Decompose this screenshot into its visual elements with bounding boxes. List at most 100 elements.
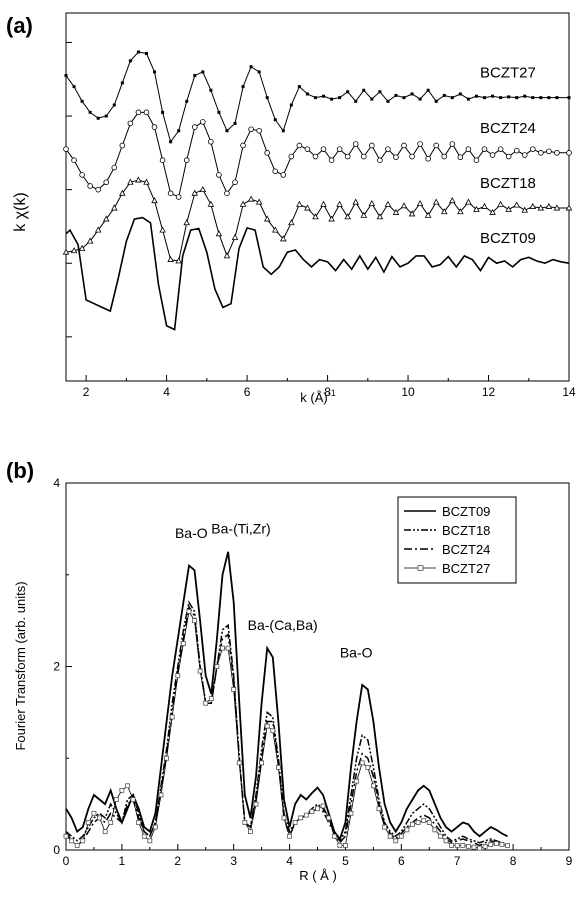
panel-a-point-BCZT24: [272, 168, 279, 175]
panel-a-point-BCZT24: [529, 146, 536, 152]
panel-b-point-BCZT27: [393, 838, 399, 844]
panel-a-point-BCZT18: [239, 200, 247, 207]
panel-a-point-BCZT24: [489, 152, 496, 158]
panel-a-xtick-label: 4: [163, 385, 170, 399]
panel-a-point-BCZT24: [183, 157, 190, 164]
panel-b-ytick-label: 2: [53, 660, 60, 674]
panel-b-point-BCZT27: [231, 687, 237, 692]
panel-a-point-BCZT27: [370, 97, 374, 101]
panel-a-point-BCZT27: [466, 97, 470, 101]
panel-a-point-BCZT24: [248, 126, 254, 133]
panel-b-point-BCZT27: [499, 842, 505, 847]
panel-a-point-BCZT27: [305, 92, 309, 96]
panel-a-point-BCZT24: [264, 150, 271, 156]
panel-a-point-BCZT18: [368, 199, 376, 207]
panel-a-point-BCZT18: [312, 213, 319, 220]
panel-a-point-BCZT18: [223, 252, 231, 259]
panel-b-point-BCZT27: [91, 810, 97, 816]
panel-a-point-BCZT18: [424, 211, 432, 218]
panel-a-point-BCZT18: [191, 189, 199, 196]
panel-a-point-BCZT18: [489, 208, 496, 215]
panel-a-point-BCZT18: [336, 200, 343, 207]
panel-b-point-BCZT27: [315, 806, 320, 812]
panel-a-point-BCZT18: [280, 235, 287, 242]
panel-a-point-BCZT24: [224, 190, 230, 197]
panel-a-point-BCZT27: [297, 85, 301, 89]
panel-b-point-BCZT27: [197, 668, 203, 674]
panel-a-point-BCZT27: [233, 121, 237, 125]
panel-a-frame: [65, 12, 570, 382]
panel-a-point-BCZT27: [289, 103, 293, 107]
panel-a-series-label: BCZT24: [480, 120, 536, 137]
panel-a-point-BCZT24: [312, 153, 319, 160]
panel-b-point-BCZT27: [287, 833, 292, 839]
panel-a-point-BCZT18: [119, 189, 126, 196]
panel-b-xtick-label: 2: [174, 854, 181, 868]
panel-b-point-BCZT27: [477, 845, 482, 851]
panel-b-point-BCZT27: [180, 641, 186, 646]
panel-a-point-BCZT24: [425, 155, 431, 162]
panel-b-xtick-label: 9: [566, 854, 573, 868]
panel-a-point-BCZT18: [432, 198, 440, 205]
panel-b-xtick-label: 7: [454, 854, 461, 868]
panel-a-point-BCZT18: [320, 200, 327, 207]
panel-a-point-BCZT27: [265, 96, 269, 100]
panel-b-xtick-label: 6: [398, 854, 405, 868]
panel-a-point-BCZT18: [376, 213, 384, 220]
panel-a-xlabel-main: k (Å): [300, 390, 327, 405]
panel-b-point-BCZT27: [97, 815, 102, 821]
panel-b-point-BCZT27: [505, 843, 510, 848]
panel-a-point-BCZT18: [521, 206, 529, 213]
panel-a-point-BCZT18: [384, 200, 392, 207]
panel-b-point-BCZT27: [125, 783, 130, 789]
panel-a-point-BCZT24: [87, 183, 93, 189]
panel-b-point-BCZT27: [471, 844, 477, 850]
panel-b-xtick-label: 5: [342, 854, 349, 868]
panel-a-point-BCZT27: [555, 96, 559, 100]
panel-a-point-BCZT18: [263, 215, 271, 222]
panel-a-point-BCZT27: [273, 118, 277, 122]
panel-a-point-BCZT18: [111, 204, 118, 211]
panel-a-point-BCZT18: [304, 204, 311, 211]
panel-a-point-BCZT24: [216, 172, 222, 178]
panel-a-point-BCZT18: [416, 199, 424, 207]
panel-a-point-BCZT18: [215, 230, 223, 237]
panel-a-point-BCZT27: [450, 96, 454, 100]
panel-a-point-BCZT24: [521, 152, 528, 158]
panel-a-point-BCZT27: [523, 94, 527, 98]
panel-b-point-BCZT27: [236, 760, 242, 766]
panel-a-point-BCZT24: [191, 124, 198, 130]
panel-a-series-label: BCZT18: [480, 175, 536, 192]
panel-a-point-BCZT27: [257, 70, 261, 74]
panel-a-point-BCZT18: [465, 198, 472, 205]
panel-b-point-BCZT27: [74, 843, 80, 848]
panel-a-xtick-label: 8: [324, 385, 331, 399]
panel-b-point-BCZT27: [108, 820, 114, 825]
panel-a-point-BCZT18: [497, 200, 504, 207]
panel-a-point-BCZT24: [95, 186, 101, 193]
panel-a-point-BCZT24: [497, 146, 504, 152]
panel-a-point-BCZT27: [418, 97, 422, 101]
panel-a-point-BCZT24: [328, 157, 335, 164]
panel-a-point-BCZT27: [410, 92, 414, 96]
panel-a-point-BCZT18: [70, 247, 78, 254]
panel-a-point-BCZT24: [143, 109, 150, 116]
panel-a-point-BCZT24: [280, 172, 287, 178]
panel-a-point-BCZT24: [296, 142, 303, 149]
panel-b-point-BCZT27: [365, 765, 371, 770]
panel-a-point-BCZT27: [426, 88, 430, 92]
panel-b-ytick-label: 0: [53, 843, 60, 857]
panel-a-point-BCZT27: [96, 116, 100, 120]
panel-a-point-BCZT24: [554, 150, 560, 156]
panel-a-point-BCZT18: [94, 226, 102, 233]
panel-a-point-BCZT27: [338, 96, 342, 100]
panel-b-ticks: 0 1 2 3 4 5 6 7 8 9 0 2 4: [53, 476, 572, 868]
panel-a-xtick-label: 14: [562, 385, 576, 399]
panel-b-point-BCZT27: [465, 843, 471, 849]
legend-entry: BCZT24: [442, 542, 490, 557]
panel-b-point-BCZT27: [443, 838, 449, 844]
panel-b-xtick-label: 4: [286, 854, 293, 868]
panel-a-point-BCZT27: [507, 95, 511, 99]
panel-a-point-BCZT18: [553, 204, 561, 211]
